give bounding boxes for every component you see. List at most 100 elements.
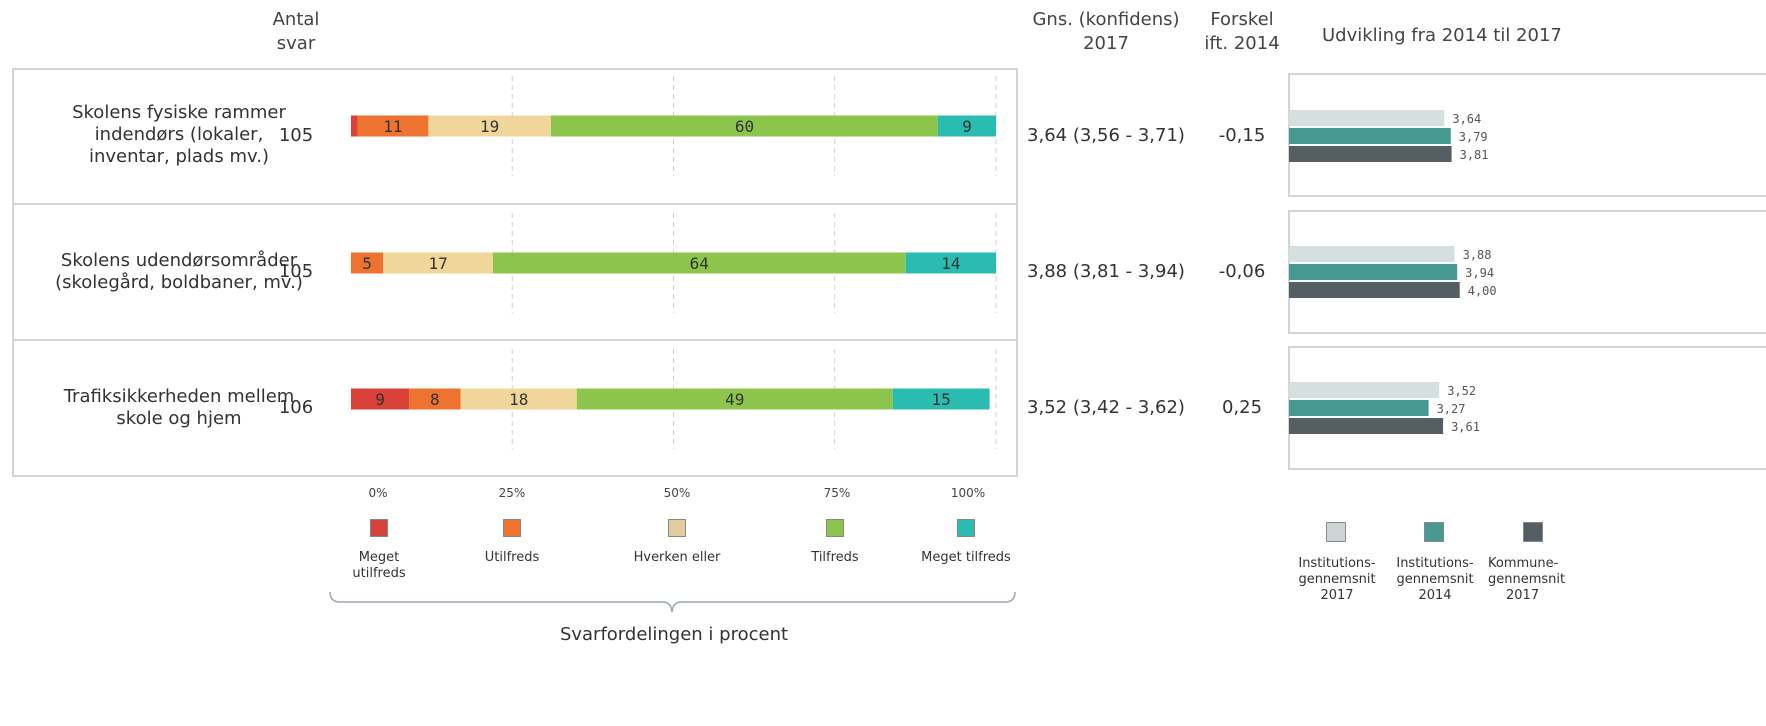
- bar-data-label: 5: [362, 254, 372, 273]
- answer-count-1: 105: [278, 125, 314, 146]
- legend-swatch-kommune-2017: [1523, 522, 1543, 542]
- bar-data-label: 15: [932, 390, 951, 409]
- question-label-3: Trafiksikkerheden mellem skole og hjem: [14, 386, 344, 430]
- bar-segment: [351, 115, 358, 137]
- development-bar-chart: 3,64 3,79 3,81 3,88 3,94 4,00 3,52 3,27 3,61: [1289, 110, 1497, 434]
- bar-segment: [357, 115, 429, 137]
- difference-2: -0,06: [1218, 261, 1266, 282]
- legend-swatch-meget-tilfreds: [957, 519, 975, 537]
- legend-line: gennemsnit: [1488, 572, 1566, 587]
- header-forskel: Forskel ift. 2014: [1192, 8, 1292, 56]
- mean-confidence-1: 3,64 (3,56 - 3,71): [1027, 125, 1185, 146]
- development-bar: [1289, 282, 1460, 298]
- difference-1: -0,15: [1218, 125, 1266, 146]
- legend-label-meget-tilfreds: Meget tilfreds: [921, 550, 1011, 565]
- stacked-bar-chart: 11 19 60 9 5 17 64 14 9 8 18 49 15: [351, 76, 997, 449]
- answer-count-2: 105: [278, 261, 314, 282]
- label-line: indendørs (lokaler,: [94, 124, 264, 145]
- question-panel: [12, 68, 1018, 477]
- row-separator: [12, 339, 1018, 341]
- legend-label-meget-utilfreds: Meget utilfreds: [324, 550, 434, 582]
- x-tick-label: 75%: [823, 486, 851, 500]
- header-forskel-line2: ift. 2014: [1204, 33, 1280, 54]
- header-antal-line1: Antal: [272, 9, 320, 30]
- legend-line: 2017: [1506, 588, 1540, 603]
- bar-segment: [905, 252, 996, 274]
- bar-data-label: 49: [725, 390, 744, 409]
- legend-label-utilfreds: Utilfreds: [484, 550, 540, 565]
- brace: [329, 591, 1016, 613]
- header-gns-line2: 2017: [1083, 33, 1129, 54]
- header-antal-line2: svar: [276, 33, 316, 54]
- bar-segment: [409, 388, 461, 410]
- x-axis-label: Svarfordelingen i procent: [559, 624, 789, 645]
- bar-data-label: 11: [383, 117, 402, 136]
- bar-data-label: 14: [941, 254, 960, 273]
- development-bar: [1289, 146, 1452, 162]
- label-line: (skolegård, boldbaner, mv.): [55, 272, 303, 293]
- legend-line: Meget: [358, 550, 400, 565]
- x-tick-label: 25%: [498, 486, 526, 500]
- header-gns-line1: Gns. (konfidens): [1032, 9, 1180, 30]
- bar-segment: [937, 115, 996, 137]
- development-bar-label: 3,81: [1460, 148, 1489, 162]
- legend-swatch-inst-2014: [1424, 522, 1444, 542]
- legend-line: utilfreds: [352, 566, 406, 581]
- legend-line: Institutions-: [1298, 556, 1376, 571]
- bar-segment: [351, 388, 410, 410]
- legend-label-inst-2014: Institutions- gennemsnit 2014: [1387, 556, 1483, 604]
- development-bar-label: 3,61: [1451, 420, 1480, 434]
- label-line: skole og hjem: [116, 408, 242, 429]
- legend-swatch-inst-2017: [1326, 522, 1346, 542]
- bar-segment: [428, 115, 551, 137]
- bar-data-label: 8: [430, 390, 440, 409]
- legend-line: 2014: [1418, 588, 1452, 603]
- legend-label-tilfreds: Tilfreds: [811, 550, 859, 565]
- bar-data-label: 60: [735, 117, 754, 136]
- header-antal-svar: Antal svar: [266, 8, 326, 56]
- bar-data-label: 9: [962, 117, 972, 136]
- question-label-1: Skolens fysiske rammer indendørs (lokale…: [14, 102, 344, 168]
- label-line: Trafiksikkerheden mellem: [63, 386, 295, 407]
- bar-segment: [351, 252, 384, 274]
- question-label-2: Skolens udendørsområder (skolegård, bold…: [14, 250, 344, 294]
- development-bar-label: 3,27: [1437, 402, 1466, 416]
- label-line: Skolens udendørsområder: [60, 250, 298, 271]
- bar-data-label: 17: [428, 254, 447, 273]
- header-gns-konfidens: Gns. (konfidens) 2017: [1022, 8, 1190, 56]
- label-line: inventar, plads mv.): [89, 146, 269, 167]
- development-bar-label: 3,52: [1447, 384, 1476, 398]
- legend-line: Kommune-: [1488, 556, 1559, 571]
- bar-segment: [460, 388, 577, 410]
- x-tick-label: 100%: [950, 486, 986, 500]
- x-tick-label: 0%: [368, 486, 388, 500]
- header-forskel-line1: Forskel: [1210, 9, 1274, 30]
- legend-label-inst-2017: Institutions- gennemsnit 2017: [1289, 556, 1385, 604]
- development-bar: [1289, 264, 1458, 280]
- development-bar: [1289, 246, 1455, 262]
- legend-swatch-hverken-eller: [668, 519, 686, 537]
- x-tick-label: 50%: [663, 486, 691, 500]
- legend-swatch-tilfreds: [826, 519, 844, 537]
- answer-count-3: 106: [278, 397, 314, 418]
- legend-swatch-meget-utilfreds: [370, 519, 388, 537]
- bar-data-label: 9: [375, 390, 385, 409]
- development-bar-label: 3,64: [1452, 112, 1481, 126]
- bar-data-label: 64: [690, 254, 709, 273]
- bar-segment: [383, 252, 493, 274]
- bar-data-label: 18: [509, 390, 528, 409]
- legend-swatch-utilfreds: [503, 519, 521, 537]
- development-bar: [1289, 128, 1451, 144]
- bar-data-label: 19: [480, 117, 499, 136]
- development-bar: [1289, 110, 1445, 126]
- legend-line: gennemsnit: [1298, 572, 1376, 587]
- legend-label-kommune-2017: Kommune- gennemsnit 2017: [1486, 556, 1566, 604]
- development-bar: [1289, 418, 1444, 434]
- difference-3: 0,25: [1221, 397, 1263, 418]
- development-bar-label: 3,94: [1465, 266, 1494, 280]
- bar-segment: [492, 252, 906, 274]
- header-udvikling: Udvikling fra 2014 til 2017: [1322, 25, 1562, 46]
- development-bar: [1289, 382, 1440, 398]
- legend-label-hverken-eller: Hverken eller: [633, 550, 721, 565]
- development-bar-label: 3,88: [1463, 248, 1492, 262]
